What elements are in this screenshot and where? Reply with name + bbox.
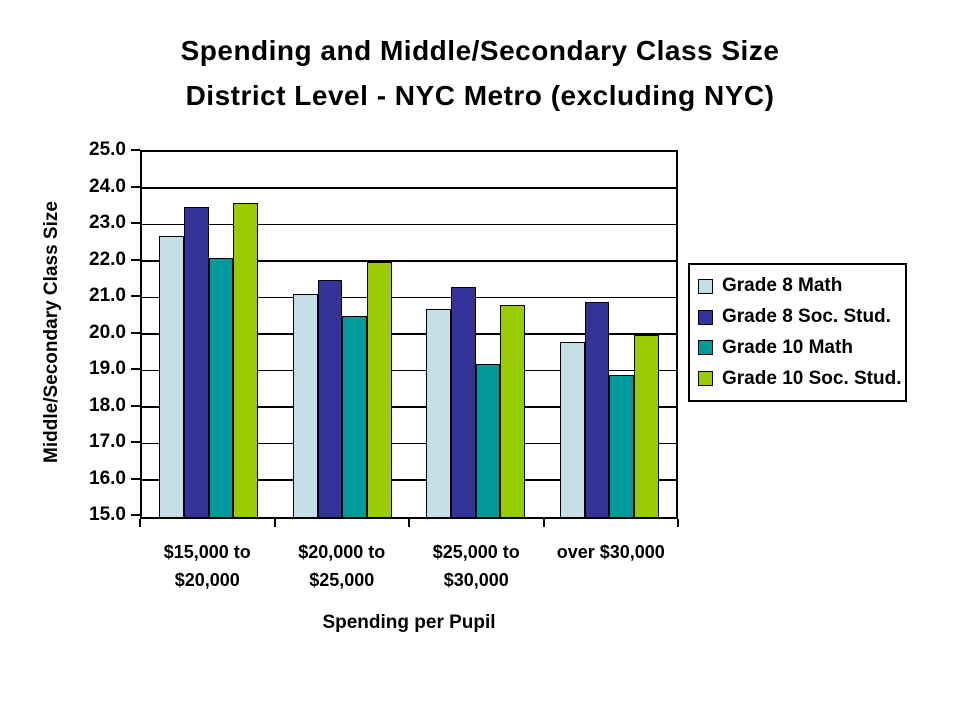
- bar: [233, 203, 259, 517]
- y-tick-mark: [131, 222, 140, 224]
- bar: [342, 316, 367, 517]
- x-tick-mark: [273, 519, 276, 527]
- x-tick-label-line: $30,000: [443, 570, 509, 590]
- chart-title-line1: Spending and Middle/Secondary Class Size: [180, 35, 780, 66]
- gridline: [142, 369, 676, 371]
- bar: [559, 341, 585, 517]
- gridline: [142, 333, 676, 335]
- x-axis-tick-marks: [139, 519, 679, 527]
- bar: [208, 257, 234, 517]
- bar: [159, 235, 185, 517]
- bar-group: [543, 152, 677, 517]
- y-axis-tick-labels: 25.0 24.0 23.0 22.0 21.0 20.0 19.0 18.0 17.0 16.0…: [0, 139, 126, 525]
- y-tick-mark: [131, 258, 140, 261]
- y-axis-tick-marks: [131, 149, 140, 516]
- y-tick-mark: [131, 477, 140, 480]
- bar-groups: [142, 152, 676, 517]
- bar: [609, 374, 634, 517]
- legend-item: Grade 8 Soc. Stud.: [698, 306, 897, 328]
- bar: [317, 279, 343, 517]
- y-tick-label: 15.0: [89, 504, 126, 525]
- gridline: [142, 187, 676, 189]
- legend-swatch: [698, 340, 713, 356]
- legend-swatch: [698, 278, 713, 294]
- legend-label: Grade 8 Soc. Stud.: [722, 306, 891, 328]
- x-tick-mark: [408, 519, 410, 527]
- x-tick-label-line: $25,000 to: [432, 542, 520, 562]
- gridline: [142, 442, 676, 444]
- y-tick-label: 17.0: [89, 431, 126, 452]
- legend-item: Grade 8 Math: [698, 275, 897, 297]
- legend-label: Grade 10 Math: [722, 336, 853, 358]
- y-tick-label: 16.0: [89, 467, 126, 489]
- chart-title-line2: District Level - NYC Metro (excluding NY…: [185, 80, 775, 111]
- bar: [366, 261, 392, 517]
- bar-group: [409, 152, 543, 517]
- legend-label: Grade 8 Math: [722, 275, 843, 297]
- y-tick-label: 20.0: [89, 321, 126, 343]
- x-tick-mark: [677, 519, 679, 527]
- gridline: [142, 479, 676, 481]
- x-tick-mark: [139, 519, 141, 527]
- y-tick-label: 22.0: [89, 248, 126, 270]
- x-tick-mark: [542, 519, 545, 527]
- bar: [475, 363, 501, 517]
- y-tick-mark: [131, 514, 140, 516]
- y-tick-mark: [131, 368, 140, 370]
- x-tick-label: $15,000 to $20,000: [140, 538, 275, 594]
- bar: [184, 206, 209, 517]
- chart-title: Spending and Middle/Secondary Class Size…: [0, 28, 960, 118]
- bar: [633, 334, 659, 517]
- y-tick-label: 19.0: [89, 358, 126, 379]
- gridline: [142, 260, 676, 262]
- x-tick-label-line: $20,000 to: [298, 542, 386, 562]
- y-tick-mark: [131, 149, 140, 151]
- legend-item: Grade 10 Soc. Stud.: [698, 368, 902, 390]
- x-tick-label-line: over $30,000: [556, 542, 665, 562]
- y-tick-mark: [131, 331, 140, 334]
- gridline: [142, 296, 676, 298]
- y-tick-label: 21.0: [89, 285, 126, 306]
- y-tick-mark: [131, 295, 140, 297]
- y-tick-label: 25.0: [89, 139, 126, 160]
- legend-item: Grade 10 Math: [698, 337, 897, 359]
- bar-group: [142, 152, 276, 517]
- y-tick-mark: [131, 404, 140, 407]
- bar-group: [276, 152, 410, 517]
- x-tick-label: $25,000 to $30,000: [409, 538, 544, 594]
- legend: Grade 8 Math Grade 8 Soc. Stud. Grade 10 M…: [688, 263, 907, 402]
- legend-label: Grade 10 Soc. Stud.: [722, 367, 902, 389]
- x-tick-label-line: $25,000: [309, 570, 375, 590]
- y-tick-label: 23.0: [89, 212, 126, 233]
- y-tick-label: 24.0: [89, 175, 126, 197]
- legend-swatch: [698, 309, 713, 325]
- x-tick-label: over $30,000: [544, 538, 679, 566]
- y-tick-mark: [131, 185, 140, 188]
- bar: [451, 287, 476, 517]
- legend-swatch: [698, 371, 713, 387]
- x-tick-label: $20,000 to $25,000: [275, 538, 410, 594]
- x-tick-label-line: $20,000: [174, 570, 240, 590]
- y-tick-mark: [131, 441, 140, 443]
- x-axis-title: Spending per Pupil: [322, 612, 496, 633]
- bar: [292, 294, 318, 517]
- plot-area: [140, 150, 678, 519]
- gridline: [142, 223, 676, 225]
- y-tick-label: 18.0: [89, 394, 126, 416]
- bar: [426, 308, 452, 517]
- gridline: [142, 406, 676, 408]
- bar: [584, 301, 610, 517]
- x-tick-label-line: $15,000 to: [163, 542, 251, 562]
- bar: [500, 305, 526, 517]
